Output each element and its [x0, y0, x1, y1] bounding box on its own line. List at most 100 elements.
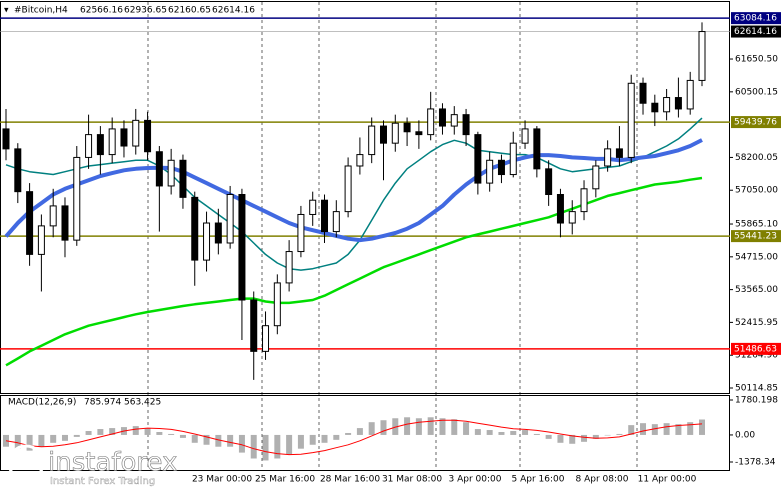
- candle-body: [61, 205, 69, 241]
- macd-bar: [545, 434, 552, 439]
- candle-body: [438, 108, 446, 127]
- macd-bar: [592, 434, 599, 439]
- candle-body: [556, 194, 564, 224]
- header-value: 62160.65: [168, 6, 211, 16]
- macd-bar: [168, 433, 175, 435]
- candle-body: [545, 168, 553, 196]
- macd-readout: 785.974: [84, 398, 121, 408]
- macd-bar: [179, 434, 186, 438]
- macd-bar: [26, 434, 33, 451]
- candle-body: [462, 114, 470, 136]
- candle-body: [568, 211, 576, 224]
- candle-body: [191, 196, 199, 261]
- macd-bar: [262, 434, 269, 461]
- macd-bar: [581, 434, 588, 442]
- macd-name: MACD(12,26,9): [8, 398, 76, 408]
- last-price-box: [731, 25, 781, 38]
- last-price-label: 62614.16: [734, 27, 777, 37]
- logo-tagline: Instant Forex Trading: [50, 476, 155, 487]
- candle-body: [214, 222, 222, 244]
- macd-bar: [569, 434, 576, 444]
- macd-bar: [14, 434, 21, 449]
- candle-body: [403, 122, 411, 133]
- level-label: 51486.63: [734, 344, 777, 354]
- candle-body: [474, 134, 482, 184]
- macd-bar: [203, 434, 210, 445]
- candle-body: [144, 119, 152, 153]
- x-tick-label: 3 Apr 00:00: [449, 475, 502, 485]
- candle-body: [592, 165, 600, 190]
- candle-body: [250, 299, 258, 352]
- candle-body: [663, 97, 671, 113]
- macd-bar: [368, 422, 375, 435]
- level-label-box: [731, 116, 781, 129]
- logo-swoosh: [14, 454, 38, 469]
- macd-signal: [5, 419, 703, 456]
- x-tick-label: 31 Mar 08:00: [382, 475, 442, 485]
- macd-readout: 563.425: [124, 398, 161, 408]
- macd-frame: [0, 395, 730, 471]
- level-label-box: [731, 342, 781, 355]
- candle-body: [332, 211, 340, 233]
- macd-bar: [38, 434, 45, 447]
- level-label-box: [731, 12, 781, 25]
- macd-bar: [345, 432, 352, 435]
- x-tick-label: 11 Apr 00:00: [638, 475, 697, 485]
- logo-brand: instaforex: [48, 448, 177, 478]
- macd-bar: [215, 434, 222, 447]
- x-tick-label: 23 Mar 00:00: [192, 475, 252, 485]
- macd-bar: [97, 429, 104, 435]
- candle-body: [321, 199, 329, 233]
- candle-body: [580, 188, 588, 213]
- candle-body: [273, 282, 281, 327]
- macd-bar: [640, 423, 647, 435]
- macd-bar: [274, 434, 281, 459]
- candle-body: [509, 142, 517, 176]
- candle-body: [85, 134, 93, 158]
- macd-bar: [333, 434, 340, 440]
- macd-bar: [699, 419, 705, 435]
- macd-tick-label: 1780.198: [735, 396, 778, 406]
- level-label: 55441.23: [734, 232, 777, 242]
- macd-bar: [238, 434, 245, 453]
- header-value: 62614.16: [212, 6, 255, 16]
- y-tick-label: 54715.00: [735, 252, 778, 262]
- level-label: 59439.76: [734, 118, 777, 128]
- y-tick-label: 53565.00: [735, 285, 778, 295]
- header-value: 62566.16: [80, 6, 123, 16]
- candle-body: [698, 31, 706, 81]
- macd-bar: [250, 434, 257, 459]
- macd-bar: [604, 434, 611, 436]
- candle-body: [26, 191, 34, 255]
- candle-body: [96, 134, 104, 156]
- candle-body: [238, 194, 246, 301]
- candle-body: [309, 199, 317, 215]
- macd-bar: [61, 434, 68, 441]
- candle-body: [391, 122, 399, 144]
- candle-body: [262, 325, 270, 352]
- candle-body: [179, 159, 187, 198]
- macd-bar: [687, 422, 694, 435]
- candle-body: [674, 97, 682, 110]
- macd-bar: [109, 428, 116, 435]
- header-value: 62936.65: [124, 6, 167, 16]
- candle-body: [2, 128, 10, 150]
- level-label-box: [731, 230, 781, 243]
- macd-tick-label: -1378.34: [735, 457, 776, 467]
- macd-bar: [427, 417, 434, 435]
- candle-body: [108, 128, 116, 156]
- macd-bar: [191, 434, 198, 443]
- macd-bar: [651, 424, 658, 435]
- macd-bar: [451, 419, 458, 435]
- y-tick-label: 51264.90: [735, 351, 778, 361]
- macd-tick-label: 0.00: [735, 430, 755, 440]
- macd-bar: [533, 433, 540, 435]
- candle-body: [73, 156, 81, 241]
- header-symbol: #Bitcoin,H4: [14, 6, 68, 16]
- logo: [7, 444, 45, 482]
- x-tick-label: 5 Apr 16:00: [512, 475, 565, 485]
- candle-body: [203, 222, 211, 261]
- candle-body: [49, 205, 57, 227]
- macd-bar: [227, 434, 234, 447]
